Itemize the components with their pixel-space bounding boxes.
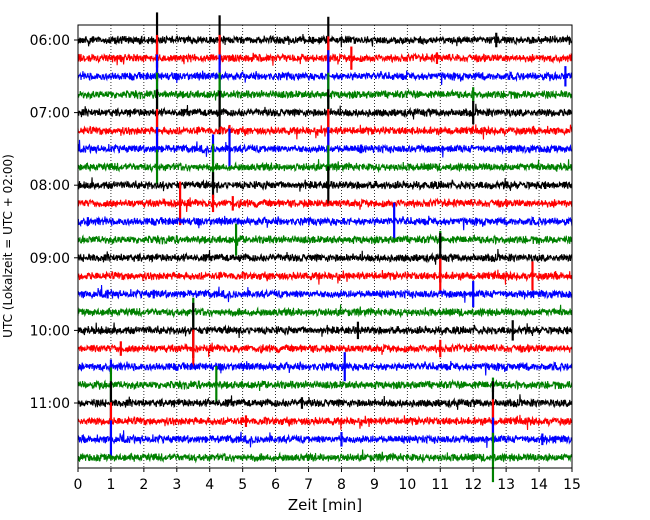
trace-line-0800 — [77, 177, 573, 193]
x-tick-label-1: 1 — [106, 477, 115, 493]
trace-line-0845 — [77, 233, 573, 246]
x-tick-label-11: 11 — [431, 477, 449, 493]
x-axis-label: Zeit [min] — [288, 496, 362, 514]
plot-frame — [77, 24, 573, 469]
trace-line-1030 — [77, 360, 573, 376]
trace-line-0830 — [77, 215, 573, 231]
trace-row-0815 — [77, 181, 573, 226]
x-axis-ticks: 0 1 2 3 4 5 6 7 8 9 10 11 12 13 14 15 — [74, 468, 581, 493]
y-tick-label-1100: 11:00 — [30, 396, 70, 412]
trace-line-0815 — [77, 197, 573, 212]
trace-row-1030 — [77, 352, 573, 382]
x-tick-label-6: 6 — [271, 477, 280, 493]
trace-line-1045 — [77, 378, 573, 391]
trace-line-1115 — [77, 414, 573, 430]
trace-line-0615 — [77, 52, 573, 66]
y-tick-label-0800: 08:00 — [30, 178, 70, 194]
trace-line-1000 — [77, 322, 573, 339]
x-tick-label-14: 14 — [530, 477, 548, 493]
trace-row-1145 — [77, 432, 573, 483]
trace-row-0930 — [77, 281, 573, 308]
trace-row-1015 — [77, 329, 573, 368]
trace-line-0745 — [77, 159, 573, 174]
x-tick-label-4: 4 — [205, 477, 214, 493]
trace-line-0945 — [77, 304, 573, 319]
trace-line-0700 — [77, 103, 573, 120]
trace-line-0915 — [77, 269, 573, 285]
x-tick-label-9: 9 — [370, 477, 379, 493]
x-tick-label-10: 10 — [398, 477, 416, 493]
trace-line-0930 — [77, 285, 573, 303]
trace-line-1100 — [77, 394, 573, 410]
trace-line-0630 — [77, 70, 573, 86]
trace-line-0900 — [77, 248, 573, 265]
x-tick-label-8: 8 — [337, 477, 346, 493]
trace-row-1115 — [77, 399, 573, 443]
x-tick-label-7: 7 — [304, 477, 313, 493]
x-tick-label-15: 15 — [563, 477, 581, 493]
x-tick-label-12: 12 — [464, 477, 482, 493]
x-tick-label-5: 5 — [238, 477, 247, 493]
x-tick-label-3: 3 — [172, 477, 181, 493]
y-axis-ticks: 06:00 07:00 08:00 09:00 10:00 11:00 — [30, 33, 78, 412]
y-axis-label: UTC (Lokalzeit = UTC + 02:00) — [1, 154, 15, 338]
trace-row-0715 — [77, 108, 573, 153]
x-tick-label-2: 2 — [139, 477, 148, 493]
trace-row-0945 — [77, 297, 573, 327]
y-tick-label-0700: 07:00 — [30, 106, 70, 122]
x-tick-label-0: 0 — [74, 477, 83, 493]
trace-line-0645 — [77, 88, 573, 101]
y-tick-label-1000: 10:00 — [30, 323, 70, 339]
trace-line-0715 — [77, 124, 573, 140]
trace-row-0800 — [77, 166, 573, 205]
trace-row-0830 — [77, 202, 573, 241]
y-tick-label-0900: 09:00 — [30, 251, 70, 267]
y-tick-label-0600: 06:00 — [30, 33, 70, 49]
vertical-grid — [110, 25, 540, 468]
trace-row-1045 — [77, 365, 573, 404]
x-tick-label-13: 13 — [497, 477, 515, 493]
trace-row-0915 — [77, 258, 573, 294]
trace-line-1145 — [77, 449, 573, 464]
trace-line-0600 — [77, 33, 573, 48]
trace-line-1130 — [77, 430, 573, 448]
trace-line-1015 — [77, 342, 573, 358]
trace-line-0730 — [77, 139, 573, 158]
trace-group — [77, 12, 573, 483]
